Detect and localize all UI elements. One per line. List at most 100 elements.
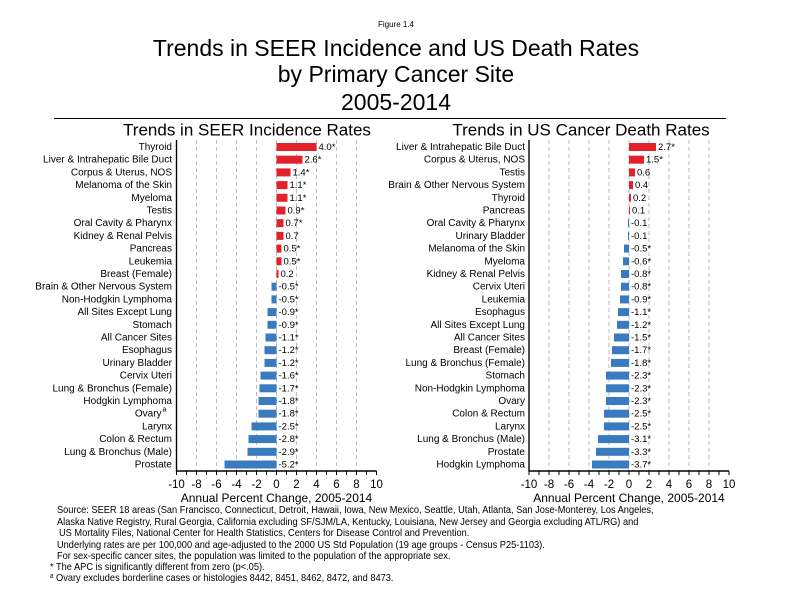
bar xyxy=(247,447,277,456)
category-label-text: Breast (Female) xyxy=(453,345,525,356)
bar xyxy=(258,397,277,405)
value-label: -1.8* xyxy=(279,409,299,420)
category-label: Oral Cavity & Pharynx xyxy=(427,218,525,229)
value-label: 0.5* xyxy=(284,244,301,255)
x-axis-title: Annual Percent Change, 2005-2014 xyxy=(533,491,725,505)
bar xyxy=(620,295,629,304)
gridlines xyxy=(548,140,710,471)
value-label: -0.8* xyxy=(631,282,651,293)
value-label: -3.7* xyxy=(631,460,651,471)
category-label-text: Stomach xyxy=(133,319,172,330)
category-label: Testis xyxy=(499,167,525,178)
value-label: 0.9* xyxy=(288,206,305,217)
category-label-text: Melanoma of the Skin xyxy=(428,243,525,254)
bar xyxy=(621,270,629,278)
category-label: Stomach xyxy=(133,319,172,330)
bar xyxy=(271,282,277,291)
chart-death: Trends in US Cancer Death Rates Liver & I… xyxy=(388,121,735,506)
bar xyxy=(276,244,282,253)
value-label: -2.5* xyxy=(279,421,299,432)
x-tick-label: -10 xyxy=(168,479,185,491)
footnote-rates-note: Underlying rates are per 100,000 and age… xyxy=(57,538,545,551)
value-label: -2.3* xyxy=(631,396,651,407)
value-label: -0.9* xyxy=(279,320,299,331)
bar xyxy=(276,257,282,266)
category-label: Prostate xyxy=(135,459,173,470)
category-label: Larynx xyxy=(495,421,525,432)
x-tick-label: 0 xyxy=(626,479,632,491)
category-label: Prostate xyxy=(488,446,526,457)
bar xyxy=(606,384,629,393)
x-tick-label: -8 xyxy=(191,479,201,491)
x-tick-label: 10 xyxy=(723,479,736,491)
category-label-text: All Cancer Sites xyxy=(101,332,172,343)
category-label-text: Kidney & Renal Pelvis xyxy=(74,230,172,241)
value-label: 0.5* xyxy=(284,256,301,267)
category-label-text: Stomach xyxy=(486,370,525,381)
bar xyxy=(276,168,291,177)
category-label: All Cancer Sites xyxy=(454,332,525,343)
bar xyxy=(592,460,629,469)
value-label: -3.1* xyxy=(631,434,651,445)
value-label: -1.5* xyxy=(631,333,651,344)
category-label-text: Cervix Uteri xyxy=(120,370,172,381)
category-label: Breast (Female) xyxy=(100,269,172,280)
figure-title-line-3: 2005-2014 xyxy=(341,89,451,115)
bar xyxy=(276,206,286,215)
bar xyxy=(224,460,277,469)
category-label-text: Thyroid xyxy=(492,192,525,203)
bar xyxy=(259,384,277,393)
value-label: -0.9* xyxy=(279,307,299,318)
x-tick-label: -4 xyxy=(584,479,595,491)
bar xyxy=(267,308,277,317)
bar xyxy=(596,447,629,456)
bar xyxy=(628,219,629,228)
category-label-text: Liver & Intrahepatic Bile Duct xyxy=(43,154,172,165)
category-label-text: Corpus & Uterus, NOS xyxy=(424,154,525,165)
bar xyxy=(276,181,288,190)
bar xyxy=(618,308,629,317)
x-tick-label: -6 xyxy=(211,479,221,491)
bar xyxy=(276,143,317,151)
category-label: Urinary Bladder xyxy=(103,357,173,368)
category-label-text: Lung & Bronchus (Male) xyxy=(64,446,172,457)
bar xyxy=(606,371,629,380)
footnote-significance-text: The APC is significantly different from … xyxy=(56,561,265,573)
category-label-text: Brain & Other Nervous System xyxy=(35,281,172,292)
value-label: -0.1 xyxy=(631,218,647,229)
value-label: -0.5* xyxy=(279,282,299,293)
value-label: 0.7 xyxy=(286,231,299,242)
category-label-text: Liver & Intrahepatic Bile Duct xyxy=(396,142,525,153)
x-tick-label: 2 xyxy=(646,479,652,491)
category-label-text: Larynx xyxy=(495,421,525,432)
category-label: Colon & Rectum xyxy=(99,434,172,445)
value-label: -0.5* xyxy=(631,244,651,255)
category-label: Brain & Other Nervous System xyxy=(35,281,172,292)
bar xyxy=(629,143,656,151)
category-label-text: Lung & Bronchus (Female) xyxy=(52,383,172,394)
category-label: Ovary xyxy=(498,396,525,407)
x-tick-label: 6 xyxy=(333,479,339,491)
x-tick-label: -6 xyxy=(564,479,574,491)
category-label: Breast (Female) xyxy=(453,345,525,356)
bar xyxy=(248,435,277,444)
bar xyxy=(612,346,629,355)
category-label: Myeloma xyxy=(131,192,172,203)
category-label: Melanoma of the Skin xyxy=(75,180,172,191)
chart-title: Trends in SEER Incidence Rates xyxy=(123,121,371,140)
bar xyxy=(629,168,635,177)
category-label: Cervix Uteri xyxy=(473,281,525,292)
category-label-text: All Sites Except Lung xyxy=(78,307,173,318)
bar xyxy=(629,206,630,215)
category-label-text: Colon & Rectum xyxy=(99,434,172,445)
category-label: Liver & Intrahepatic Bile Duct xyxy=(396,142,525,153)
category-label: Hodgkin Lymphoma xyxy=(83,396,172,407)
figure-label: Figure 1.4 xyxy=(377,20,415,29)
category-label-text: Lung & Bronchus (Male) xyxy=(417,434,525,445)
category-label: Lung & Bronchus (Male) xyxy=(64,446,172,457)
category-label: Myeloma xyxy=(484,256,525,267)
category-label: Oral Cavity & Pharynx xyxy=(74,218,172,229)
category-label: Colon & Rectum xyxy=(452,408,525,419)
x-tick-label: -2 xyxy=(604,479,614,491)
x-tick-label: 10 xyxy=(370,479,383,491)
